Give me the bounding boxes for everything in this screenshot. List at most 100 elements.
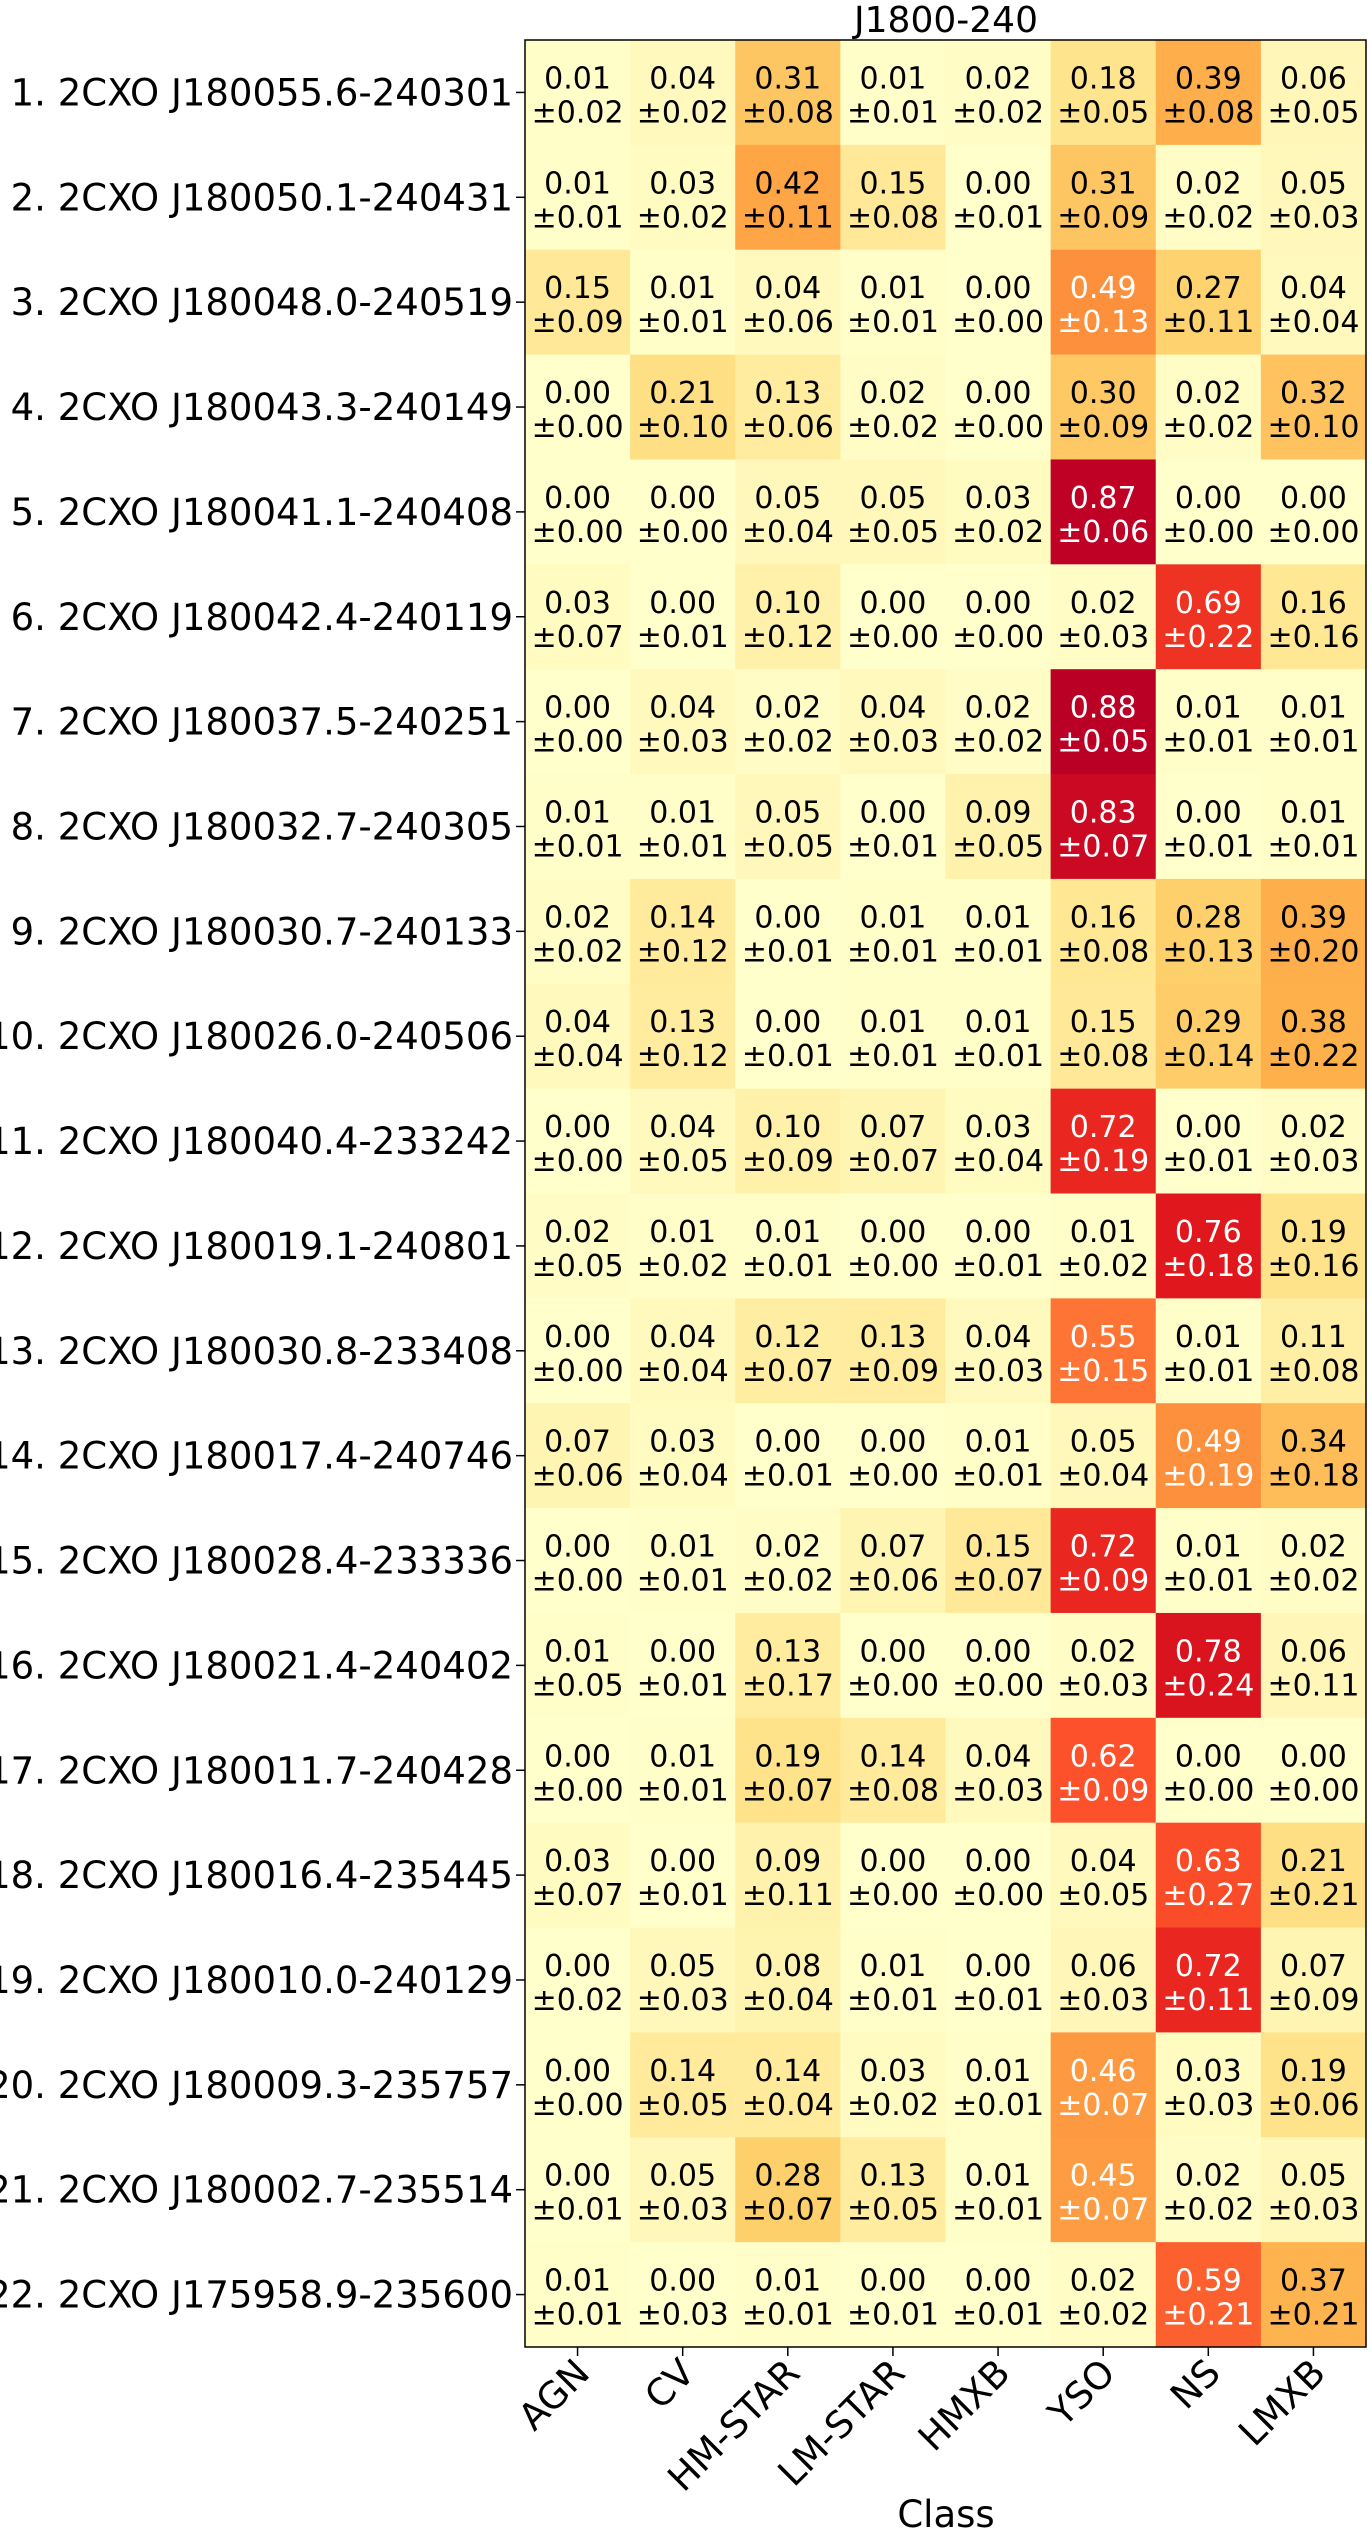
cell-error-label: ±0.02 [742, 1564, 834, 1599]
heatmap-cell [1155, 40, 1262, 146]
cell-error-label: ±0.12 [637, 1039, 729, 1074]
cell-value-label: 0.19 [1280, 1215, 1347, 1250]
heatmap-cell [525, 983, 631, 1090]
heatmap-cell [1050, 249, 1157, 356]
cell-value-label: 0.01 [860, 1949, 927, 1984]
cell-error-label: ±0.05 [847, 515, 939, 550]
cell-value-label: 0.00 [1280, 1739, 1347, 1774]
cell-value-label: 0.02 [1070, 1634, 1137, 1669]
cell-error-label: ±0.00 [1162, 1773, 1254, 1808]
cell-error-label: ±0.04 [742, 1983, 834, 2018]
cell-value-label: 0.01 [1175, 1320, 1242, 1355]
cell-error-label: ±0.04 [1057, 1459, 1149, 1494]
cell-error-label: ±0.03 [1057, 620, 1149, 655]
cell-value-label: 0.49 [1175, 1425, 1242, 1460]
cell-error-label: ±0.16 [1267, 620, 1359, 655]
heatmap-cell [735, 1298, 841, 1404]
cell-value-label: 0.14 [754, 2054, 821, 2089]
cell-value-label: 0.02 [860, 376, 927, 411]
cell-error-label: ±0.01 [637, 1564, 729, 1599]
cell-error-label: ±0.09 [847, 1354, 939, 1389]
heatmap-cell [840, 1088, 947, 1195]
cell-value-label: 0.03 [544, 586, 611, 621]
heatmap-cell [1260, 354, 1367, 461]
cell-error-label: ±0.14 [1162, 1039, 1254, 1074]
cell-error-label: ±0.18 [1162, 1249, 1254, 1284]
heatmap-cell [525, 2032, 631, 2138]
cell-value-label: 0.04 [649, 61, 716, 96]
cell-value-label: 0.05 [860, 481, 927, 516]
heatmap-cell [525, 40, 631, 146]
cell-error-label: ±0.02 [532, 934, 624, 969]
cell-error-label: ±0.03 [1267, 2193, 1359, 2228]
cell-error-label: ±0.00 [847, 1459, 939, 1494]
heatmap-cell [735, 2242, 841, 2348]
cell-error-label: ±0.09 [1267, 1983, 1359, 2018]
cell-error-label: ±0.00 [847, 1249, 939, 1284]
heatmap-cell [630, 249, 736, 356]
cell-value-label: 0.02 [1070, 586, 1137, 621]
cell-value-label: 0.15 [860, 166, 927, 201]
cell-value-label: 0.04 [649, 1320, 716, 1355]
cell-error-label: ±0.07 [847, 1144, 939, 1179]
cell-error-label: ±0.08 [847, 200, 939, 235]
cell-value-label: 0.14 [649, 900, 716, 935]
cell-error-label: ±0.08 [847, 1773, 939, 1808]
heatmap-cell [525, 1088, 631, 1195]
heatmap-cell [735, 1193, 841, 1299]
heatmap-cell [525, 144, 631, 251]
cell-error-label: ±0.01 [637, 1878, 729, 1913]
heatmap-cell [630, 40, 736, 146]
heatmap-cell [630, 1088, 736, 1195]
cell-error-label: ±0.01 [1162, 1354, 1254, 1389]
cell-value-label: 0.55 [1070, 1320, 1137, 1355]
heatmap-cell [630, 144, 736, 251]
cell-value-label: 0.00 [860, 586, 927, 621]
heatmap-cell [525, 564, 631, 670]
row-label: 3. 2CXO J180048.0-240519 [11, 281, 513, 324]
cell-value-label: 0.15 [965, 1530, 1032, 1565]
heatmap-cell [630, 1927, 736, 2034]
row-label: 8. 2CXO J180032.7-240305 [11, 805, 513, 848]
heatmap-cell [1260, 983, 1367, 1090]
cell-error-label: ±0.01 [637, 1668, 729, 1703]
heatmap-cell [840, 2242, 947, 2348]
cell-error-label: ±0.05 [637, 2088, 729, 2123]
cell-value-label: 0.01 [649, 1530, 716, 1565]
cell-error-label: ±0.02 [742, 725, 834, 760]
cell-value-label: 0.29 [1175, 1005, 1242, 1040]
cell-error-label: ±0.05 [1057, 1878, 1149, 1913]
cell-error-label: ±0.01 [1162, 829, 1254, 864]
cell-error-label: ±0.04 [637, 1459, 729, 1494]
heatmap-cell [1155, 1088, 1262, 1195]
cell-value-label: 0.01 [649, 795, 716, 830]
cell-value-label: 0.01 [544, 1634, 611, 1669]
heatmap-cell [840, 669, 947, 775]
cell-value-label: 0.06 [1070, 1949, 1137, 1984]
cell-value-label: 0.15 [1070, 1005, 1137, 1040]
cell-error-label: ±0.19 [1162, 1459, 1254, 1494]
cell-error-label: ±0.01 [952, 934, 1044, 969]
cell-error-label: ±0.00 [847, 1668, 939, 1703]
cell-value-label: 0.00 [860, 2264, 927, 2299]
cell-value-label: 0.00 [649, 586, 716, 621]
cell-error-label: ±0.01 [952, 2298, 1044, 2333]
cell-error-label: ±0.05 [847, 2193, 939, 2228]
cell-value-label: 0.06 [1280, 61, 1347, 96]
cell-value-label: 0.07 [544, 1425, 611, 1460]
heatmap-cell [735, 1088, 841, 1195]
cell-value-label: 0.00 [965, 1215, 1032, 1250]
cell-error-label: ±0.02 [952, 515, 1044, 550]
heatmap-cell [1260, 669, 1367, 775]
cell-error-label: ±0.09 [742, 1144, 834, 1179]
cell-value-label: 0.04 [649, 691, 716, 726]
cell-value-label: 0.83 [1070, 795, 1137, 830]
heatmap-cell [1050, 1717, 1157, 1824]
cell-error-label: ±0.04 [952, 1144, 1044, 1179]
row-label: 2. 2CXO J180050.1-240431 [11, 176, 513, 219]
row-label: 4. 2CXO J180043.3-240149 [11, 386, 513, 429]
heatmap-cell [945, 1088, 1052, 1195]
cell-error-label: ±0.01 [952, 1039, 1044, 1074]
cell-value-label: 0.28 [1175, 900, 1242, 935]
